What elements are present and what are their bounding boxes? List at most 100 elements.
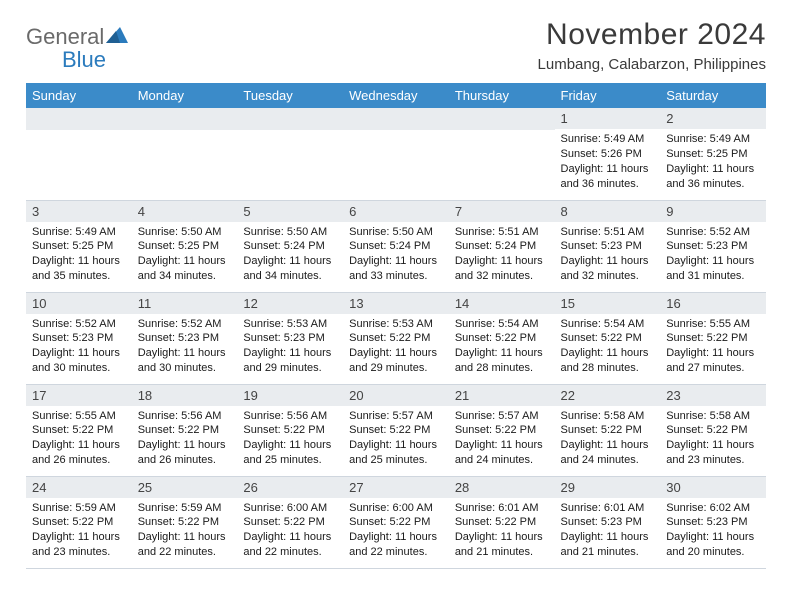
calendar-header-row: SundayMondayTuesdayWednesdayThursdayFrid… [26, 83, 766, 108]
day-info: Sunrise: 6:00 AMSunset: 5:22 PMDaylight:… [343, 498, 449, 564]
day-number: 7 [449, 201, 555, 222]
day-number: 29 [555, 477, 661, 498]
empty-day-strip [237, 108, 343, 130]
day-number: 27 [343, 477, 449, 498]
month-title: November 2024 [538, 18, 766, 52]
day-number: 16 [660, 293, 766, 314]
calendar-day-cell: 17Sunrise: 5:55 AMSunset: 5:22 PMDayligh… [26, 384, 132, 476]
weekday-header: Sunday [26, 83, 132, 108]
day-info: Sunrise: 5:58 AMSunset: 5:22 PMDaylight:… [555, 406, 661, 472]
calendar-day-cell: 24Sunrise: 5:59 AMSunset: 5:22 PMDayligh… [26, 476, 132, 568]
day-info: Sunrise: 6:01 AMSunset: 5:23 PMDaylight:… [555, 498, 661, 564]
calendar-day-cell: 20Sunrise: 5:57 AMSunset: 5:22 PMDayligh… [343, 384, 449, 476]
title-block: November 2024 Lumbang, Calabarzon, Phili… [538, 18, 766, 73]
day-number: 30 [660, 477, 766, 498]
day-info: Sunrise: 5:52 AMSunset: 5:23 PMDaylight:… [132, 314, 238, 380]
calendar-day-cell: 10Sunrise: 5:52 AMSunset: 5:23 PMDayligh… [26, 292, 132, 384]
calendar-week-row: 3Sunrise: 5:49 AMSunset: 5:25 PMDaylight… [26, 200, 766, 292]
day-info: Sunrise: 5:56 AMSunset: 5:22 PMDaylight:… [132, 406, 238, 472]
weekday-header: Tuesday [237, 83, 343, 108]
weekday-header: Monday [132, 83, 238, 108]
day-info: Sunrise: 5:58 AMSunset: 5:22 PMDaylight:… [660, 406, 766, 472]
day-number: 14 [449, 293, 555, 314]
day-number: 12 [237, 293, 343, 314]
day-info: Sunrise: 5:51 AMSunset: 5:23 PMDaylight:… [555, 222, 661, 288]
day-info: Sunrise: 5:55 AMSunset: 5:22 PMDaylight:… [660, 314, 766, 380]
day-info: Sunrise: 5:50 AMSunset: 5:24 PMDaylight:… [343, 222, 449, 288]
day-info: Sunrise: 5:49 AMSunset: 5:26 PMDaylight:… [555, 129, 661, 195]
calendar-week-row: 1Sunrise: 5:49 AMSunset: 5:26 PMDaylight… [26, 108, 766, 200]
calendar-day-cell: 6Sunrise: 5:50 AMSunset: 5:24 PMDaylight… [343, 200, 449, 292]
calendar-day-cell [343, 108, 449, 200]
weekday-header: Friday [555, 83, 661, 108]
empty-day-strip [26, 108, 132, 130]
calendar-day-cell [132, 108, 238, 200]
day-number: 25 [132, 477, 238, 498]
day-info: Sunrise: 5:54 AMSunset: 5:22 PMDaylight:… [555, 314, 661, 380]
calendar-day-cell: 2Sunrise: 5:49 AMSunset: 5:25 PMDaylight… [660, 108, 766, 200]
weekday-header: Thursday [449, 83, 555, 108]
day-info: Sunrise: 5:57 AMSunset: 5:22 PMDaylight:… [449, 406, 555, 472]
logo-text-blue: Blue [62, 47, 106, 72]
day-info: Sunrise: 5:55 AMSunset: 5:22 PMDaylight:… [26, 406, 132, 472]
calendar-day-cell [237, 108, 343, 200]
day-number: 20 [343, 385, 449, 406]
day-number: 13 [343, 293, 449, 314]
calendar-day-cell: 29Sunrise: 6:01 AMSunset: 5:23 PMDayligh… [555, 476, 661, 568]
calendar-day-cell: 21Sunrise: 5:57 AMSunset: 5:22 PMDayligh… [449, 384, 555, 476]
calendar-day-cell: 11Sunrise: 5:52 AMSunset: 5:23 PMDayligh… [132, 292, 238, 384]
day-info: Sunrise: 5:49 AMSunset: 5:25 PMDaylight:… [660, 129, 766, 195]
calendar-day-cell: 25Sunrise: 5:59 AMSunset: 5:22 PMDayligh… [132, 476, 238, 568]
day-number: 5 [237, 201, 343, 222]
day-number: 4 [132, 201, 238, 222]
calendar-day-cell: 9Sunrise: 5:52 AMSunset: 5:23 PMDaylight… [660, 200, 766, 292]
day-info: Sunrise: 5:53 AMSunset: 5:23 PMDaylight:… [237, 314, 343, 380]
day-info: Sunrise: 5:49 AMSunset: 5:25 PMDaylight:… [26, 222, 132, 288]
day-number: 11 [132, 293, 238, 314]
calendar-day-cell: 8Sunrise: 5:51 AMSunset: 5:23 PMDaylight… [555, 200, 661, 292]
calendar-table: SundayMondayTuesdayWednesdayThursdayFrid… [26, 83, 766, 569]
day-number: 22 [555, 385, 661, 406]
calendar-day-cell [26, 108, 132, 200]
day-number: 10 [26, 293, 132, 314]
calendar-week-row: 17Sunrise: 5:55 AMSunset: 5:22 PMDayligh… [26, 384, 766, 476]
calendar-day-cell: 15Sunrise: 5:54 AMSunset: 5:22 PMDayligh… [555, 292, 661, 384]
day-info: Sunrise: 5:59 AMSunset: 5:22 PMDaylight:… [26, 498, 132, 564]
calendar-day-cell: 7Sunrise: 5:51 AMSunset: 5:24 PMDaylight… [449, 200, 555, 292]
calendar-day-cell: 4Sunrise: 5:50 AMSunset: 5:25 PMDaylight… [132, 200, 238, 292]
calendar-day-cell: 18Sunrise: 5:56 AMSunset: 5:22 PMDayligh… [132, 384, 238, 476]
calendar-day-cell: 30Sunrise: 6:02 AMSunset: 5:23 PMDayligh… [660, 476, 766, 568]
calendar-day-cell: 14Sunrise: 5:54 AMSunset: 5:22 PMDayligh… [449, 292, 555, 384]
calendar-week-row: 10Sunrise: 5:52 AMSunset: 5:23 PMDayligh… [26, 292, 766, 384]
day-info: Sunrise: 5:56 AMSunset: 5:22 PMDaylight:… [237, 406, 343, 472]
day-number: 15 [555, 293, 661, 314]
day-number: 18 [132, 385, 238, 406]
day-number: 1 [555, 108, 661, 129]
day-number: 28 [449, 477, 555, 498]
calendar-day-cell: 28Sunrise: 6:01 AMSunset: 5:22 PMDayligh… [449, 476, 555, 568]
empty-day-strip [343, 108, 449, 130]
calendar-body: 1Sunrise: 5:49 AMSunset: 5:26 PMDaylight… [26, 108, 766, 568]
day-info: Sunrise: 5:50 AMSunset: 5:24 PMDaylight:… [237, 222, 343, 288]
calendar-week-row: 24Sunrise: 5:59 AMSunset: 5:22 PMDayligh… [26, 476, 766, 568]
weekday-header: Saturday [660, 83, 766, 108]
location-subtitle: Lumbang, Calabarzon, Philippines [538, 56, 766, 73]
calendar-day-cell: 12Sunrise: 5:53 AMSunset: 5:23 PMDayligh… [237, 292, 343, 384]
calendar-day-cell: 27Sunrise: 6:00 AMSunset: 5:22 PMDayligh… [343, 476, 449, 568]
day-number: 2 [660, 108, 766, 129]
day-info: Sunrise: 6:00 AMSunset: 5:22 PMDaylight:… [237, 498, 343, 564]
day-info: Sunrise: 5:50 AMSunset: 5:25 PMDaylight:… [132, 222, 238, 288]
calendar-day-cell: 1Sunrise: 5:49 AMSunset: 5:26 PMDaylight… [555, 108, 661, 200]
weekday-header: Wednesday [343, 83, 449, 108]
day-info: Sunrise: 5:57 AMSunset: 5:22 PMDaylight:… [343, 406, 449, 472]
calendar-day-cell [449, 108, 555, 200]
day-number: 23 [660, 385, 766, 406]
empty-day-strip [449, 108, 555, 130]
day-info: Sunrise: 6:02 AMSunset: 5:23 PMDaylight:… [660, 498, 766, 564]
calendar-day-cell: 13Sunrise: 5:53 AMSunset: 5:22 PMDayligh… [343, 292, 449, 384]
day-number: 3 [26, 201, 132, 222]
day-info: Sunrise: 6:01 AMSunset: 5:22 PMDaylight:… [449, 498, 555, 564]
day-info: Sunrise: 5:53 AMSunset: 5:22 PMDaylight:… [343, 314, 449, 380]
day-number: 19 [237, 385, 343, 406]
day-number: 6 [343, 201, 449, 222]
